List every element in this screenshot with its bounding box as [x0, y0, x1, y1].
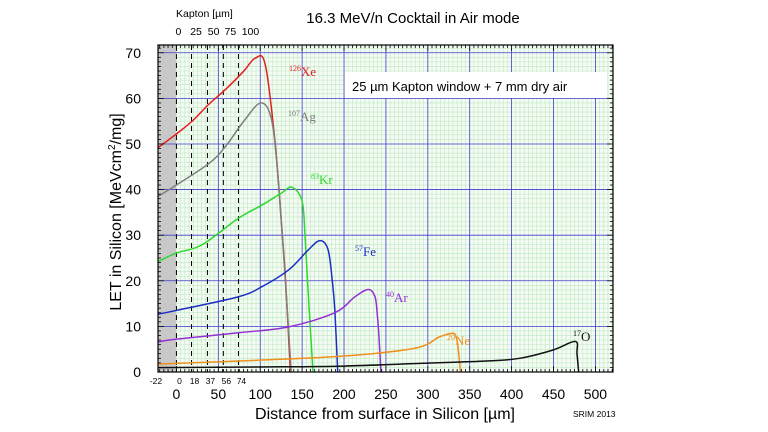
kapton-depth-label: 18	[190, 376, 200, 386]
ion-mass-number: 20	[447, 333, 455, 342]
ion-label-ar: 40Ar	[386, 290, 408, 305]
kapton-axis-tick-labels: 0 25 50 75 100	[176, 26, 260, 38]
curve-o	[157, 340, 580, 373]
ion-label-xe: 126Xe	[289, 64, 316, 79]
kapton-depth-label: 74	[237, 376, 247, 386]
ion-labels: 126Xe 107Ag 83Kr 57Fe 40Ar 20Ne 17O	[288, 64, 590, 348]
x-tick-label: 350	[458, 386, 482, 402]
curve-ar	[157, 288, 382, 373]
y-tick-label: 40	[125, 182, 141, 198]
x-tick-label: 400	[500, 386, 524, 402]
ion-label-kr: 83Kr	[311, 172, 333, 187]
ion-element: Ar	[394, 290, 408, 305]
kapton-depth-lines	[175, 45, 239, 372]
x-tick-label: 0	[173, 386, 181, 402]
annotation-background	[345, 72, 607, 98]
y-label-sup: 2	[107, 144, 118, 150]
axis-ticks	[158, 45, 613, 373]
ion-element: O	[581, 329, 590, 344]
x-tick-label: 50	[211, 386, 227, 402]
kapton-axis-label: Kapton [µm]	[176, 8, 233, 20]
ion-mass-number: 83	[311, 172, 319, 181]
y-tick-label: 50	[125, 136, 141, 152]
kapton-region	[158, 45, 177, 372]
curve-kr	[157, 186, 314, 373]
kapton-depth-label: 56	[222, 376, 232, 386]
plot-frame	[157, 44, 614, 373]
y-label-tail: /mg]	[108, 113, 125, 144]
x-tick-label: 100	[249, 386, 273, 402]
kapton-depth-label: -22	[150, 376, 163, 386]
x-tick-label: 500	[584, 386, 608, 402]
y-tick-label: 0	[133, 364, 141, 380]
kapton-depth-label: 0	[177, 376, 182, 386]
chart-title: 16.3 MeV/n Cocktail in Air mode	[306, 10, 519, 27]
ion-mass-number: 17	[573, 329, 581, 338]
kapton-tick-label: 100	[242, 26, 260, 38]
y-tick-label: 30	[125, 227, 141, 243]
x-tick-labels: 0 50 100 150 200 250 300 350 400 450 500	[173, 386, 608, 402]
ion-element: Kr	[319, 172, 333, 187]
y-label-main: LET in Silicon [MeVcm	[108, 150, 125, 311]
curve-fe	[157, 239, 339, 373]
y-axis-label: LET in Silicon [MeVcm2/mg]	[107, 113, 125, 310]
ion-element: Xe	[301, 64, 316, 79]
ion-label-o: 17O	[573, 329, 590, 344]
y-tick-label: 70	[125, 45, 141, 61]
y-tick-label: 10	[125, 318, 141, 334]
kapton-depth-labels: -22 0 18 37 56 74	[150, 376, 247, 386]
ion-element: Fe	[363, 244, 376, 259]
srim-watermark: SRIM 2013	[573, 409, 616, 419]
y-tick-label: 20	[125, 273, 141, 289]
major-grid	[158, 45, 613, 372]
kapton-tick-label: 25	[190, 26, 202, 38]
y-tick-labels: 0 10 20 30 40 50 60 70	[125, 45, 141, 380]
ion-mass-number: 126	[289, 64, 301, 73]
ion-label-ag: 107Ag	[288, 109, 316, 124]
ion-mass-number: 40	[386, 290, 394, 299]
kapton-tick-label: 0	[176, 26, 182, 38]
ion-label-ne: 20Ne	[447, 333, 470, 348]
series-curves	[157, 54, 580, 373]
curve-ne	[157, 332, 462, 373]
ion-mass-number: 57	[355, 244, 363, 253]
kapton-depth-label: 37	[206, 376, 216, 386]
ion-label-fe: 57Fe	[355, 244, 376, 259]
annotation: 25 µm Kapton window + 7 mm dry air	[352, 79, 568, 94]
curve-ag	[157, 102, 292, 373]
x-tick-label: 450	[542, 386, 566, 402]
minor-grid	[176, 45, 613, 372]
x-tick-label: 250	[374, 386, 398, 402]
kapton-tick-label: 75	[225, 26, 237, 38]
ion-element: Ne	[455, 333, 470, 348]
kapton-tick-label: 50	[208, 26, 220, 38]
x-tick-label: 150	[290, 386, 314, 402]
y-tick-label: 60	[125, 90, 141, 106]
ion-mass-number: 107	[288, 109, 300, 118]
x-tick-label: 300	[416, 386, 440, 402]
ion-element: Ag	[300, 109, 316, 124]
x-axis-label: Distance from surface in Silicon [µm]	[255, 406, 515, 423]
x-tick-label: 200	[332, 386, 356, 402]
